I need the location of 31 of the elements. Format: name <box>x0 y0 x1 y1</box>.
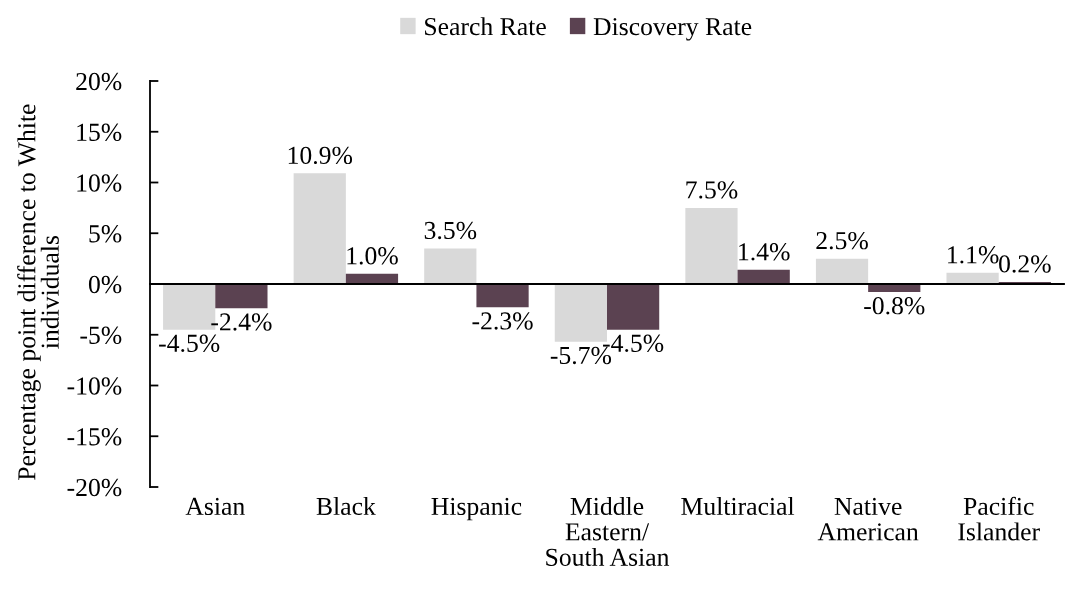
y-tick-label: 15% <box>77 123 122 141</box>
data-label: 10.9% <box>288 146 353 165</box>
y-axis-title: Percentage point difference to White individuals <box>17 104 59 480</box>
x-tick-label: Multiracial <box>681 497 795 516</box>
x-tick-label: Pacific Islander <box>958 496 1040 541</box>
x-tick-label: Native American <box>817 497 919 541</box>
y-tick-label: -20% <box>67 478 122 497</box>
data-label: -2.4% <box>211 313 272 331</box>
data-label: -4.5% <box>159 334 220 353</box>
data-label: -2.3% <box>472 312 533 330</box>
x-tick-label: Middle Eastern/ South Asian <box>546 497 670 566</box>
data-label: 7.5% <box>686 181 738 199</box>
y-tick-label: -10% <box>67 377 122 395</box>
y-tick-label: 10% <box>77 174 122 192</box>
y-tick-label: 20% <box>76 72 122 91</box>
data-label: 0.2% <box>999 255 1051 273</box>
x-tick-label: Asian <box>185 497 245 516</box>
data-label: -0.8% <box>864 297 925 315</box>
y-tick-label: -15% <box>67 428 122 446</box>
x-tick-label: Hispanic <box>431 497 522 521</box>
y-tick-label: 0% <box>88 275 122 294</box>
data-label: 1.4% <box>739 243 790 261</box>
data-label: 1.1% <box>948 246 999 264</box>
data-label: 1.0% <box>347 247 398 265</box>
legend-label: Search Rate <box>425 17 546 36</box>
x-tick-label: Black <box>316 497 376 516</box>
data-label: 3.5% <box>424 221 477 240</box>
y-tick-label: -5% <box>80 326 122 344</box>
legend-label: Discovery Rate <box>593 18 752 41</box>
y-tick-label: 5% <box>89 225 122 243</box>
data-label: 2.5% <box>816 231 868 250</box>
